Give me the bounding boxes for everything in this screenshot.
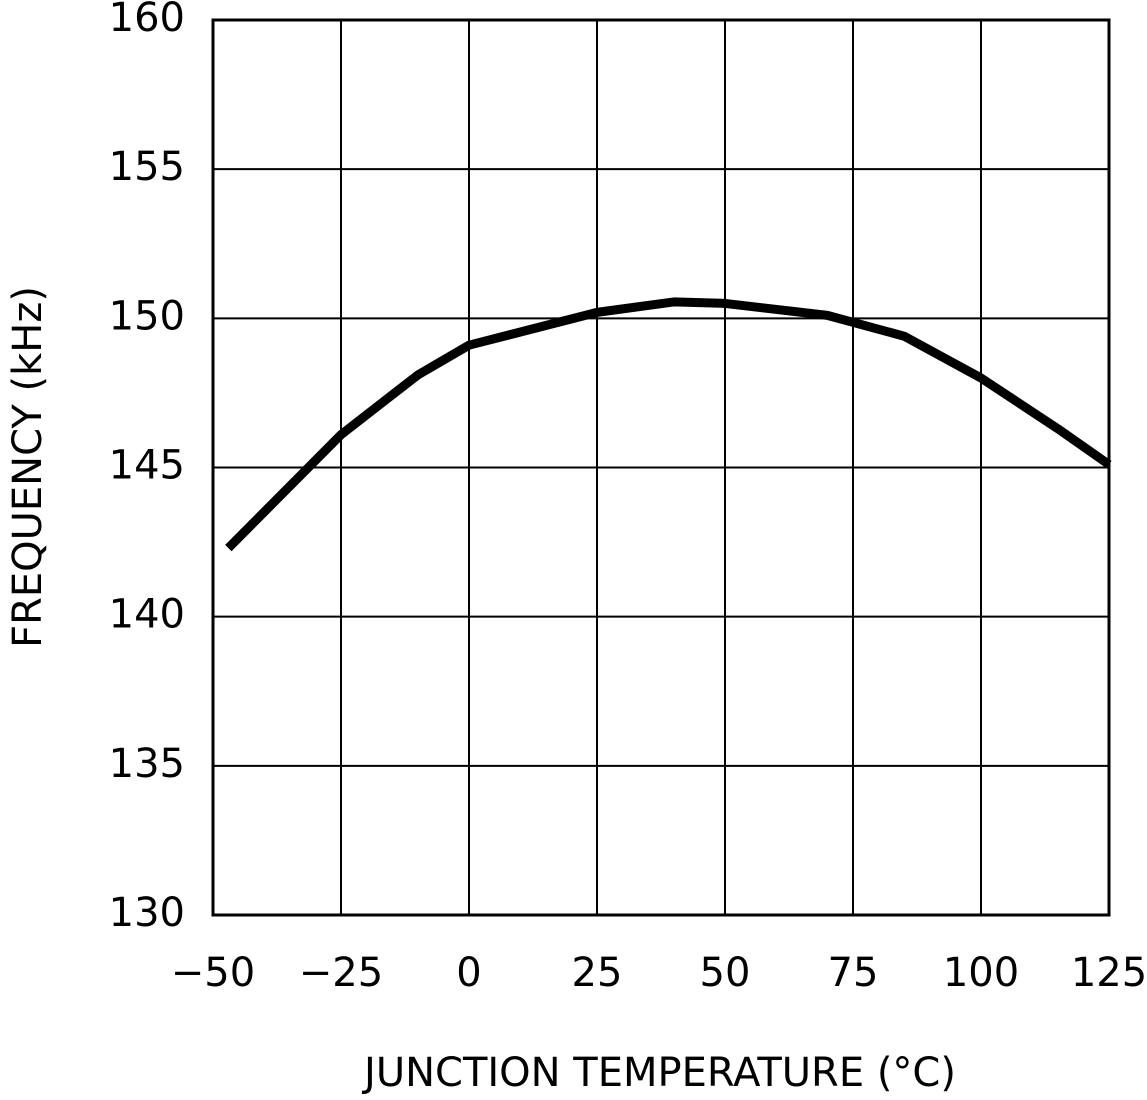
y-axis-label: FREQUENCY (kHz) — [5, 286, 51, 648]
y-tick-label: 135 — [109, 741, 185, 787]
y-tick-label: 155 — [109, 144, 185, 190]
x-tick-label: 75 — [828, 950, 879, 996]
x-tick-label: 0 — [456, 950, 481, 996]
y-tick-label: 160 — [109, 0, 185, 41]
x-tick-label: 125 — [1071, 950, 1147, 996]
plot-frame — [211, 18, 1111, 917]
x-tick-label: −50 — [171, 950, 255, 996]
x-tick-label: 50 — [700, 950, 751, 996]
y-tick-label: 130 — [109, 890, 185, 936]
y-tick-label: 145 — [109, 443, 185, 489]
data-line — [225, 297, 1112, 552]
x-tick-label: 100 — [943, 950, 1019, 996]
x-tick-label: −25 — [299, 950, 383, 996]
y-tick-label: 150 — [109, 293, 185, 339]
y-tick-label: 140 — [109, 592, 185, 638]
x-tick-label: 25 — [572, 950, 623, 996]
x-axis-label: JUNCTION TEMPERATURE (°C) — [361, 1050, 956, 1096]
